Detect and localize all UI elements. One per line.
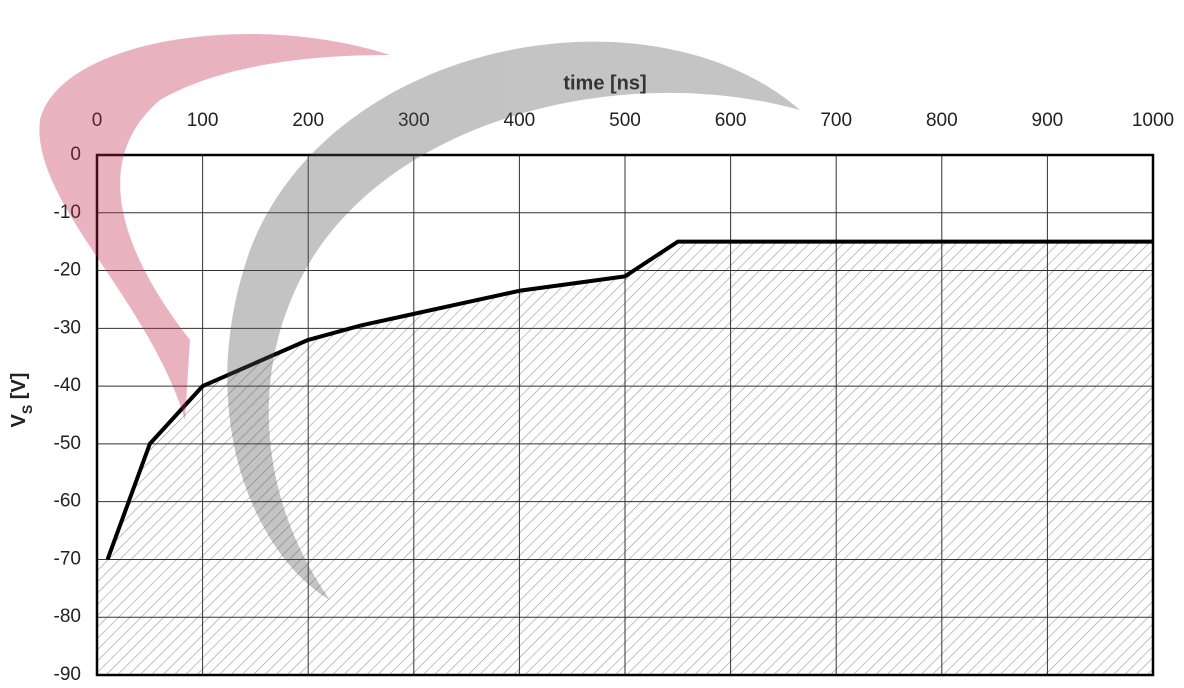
y-tick-label: -40 xyxy=(54,375,81,396)
x-tick-label: 600 xyxy=(715,110,747,131)
y-tick-label: -30 xyxy=(54,317,81,338)
x-tick-label: 900 xyxy=(1032,110,1064,131)
x-tick-label: 0 xyxy=(92,110,103,131)
y-axis-title: VS [V] xyxy=(8,373,34,428)
x-tick-label: 500 xyxy=(609,110,641,131)
y-tick-label: -80 xyxy=(54,606,81,627)
x-tick-label: 200 xyxy=(292,110,324,131)
y-axis-title-main: V xyxy=(8,413,30,427)
y-axis-title-sub: S xyxy=(19,405,35,414)
x-tick-label: 300 xyxy=(398,110,430,131)
x-tick-label: 700 xyxy=(820,110,852,131)
y-tick-label: -10 xyxy=(54,202,81,223)
y-tick-label: -70 xyxy=(54,548,81,569)
x-tick-label: 1000 xyxy=(1132,110,1174,131)
y-tick-label: -90 xyxy=(54,664,81,685)
y-tick-label: -20 xyxy=(54,260,81,281)
line xyxy=(105,239,1153,561)
y-axis-title-unit: [V] xyxy=(8,373,30,405)
y-tick-label: 0 xyxy=(70,144,81,165)
x-axis-title: time [ns] xyxy=(563,72,646,94)
x-tick-label: 400 xyxy=(504,110,536,131)
x-tick-label: 800 xyxy=(926,110,958,131)
x-tick-label: 100 xyxy=(187,110,219,131)
y-tick-label: -50 xyxy=(54,433,81,454)
y-tick-label: -60 xyxy=(54,491,81,512)
plot-frame xyxy=(95,153,1155,677)
watermark xyxy=(39,34,801,600)
